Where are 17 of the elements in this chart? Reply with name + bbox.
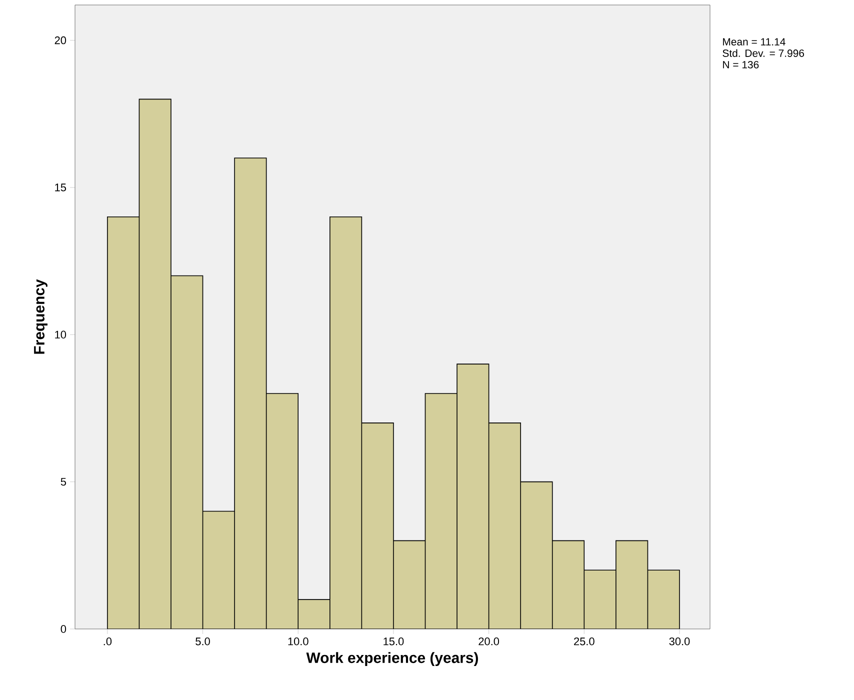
x-tick-label: 10.0	[288, 638, 308, 646]
x-axis-title: Work experience (years)	[306, 652, 478, 666]
y-tick-label: 10	[55, 330, 66, 339]
x-tick-label: 5.0	[196, 638, 210, 646]
x-tick-label: 25.0	[574, 638, 594, 646]
x-tick-label: 15.0	[384, 638, 404, 646]
text: N = 136	[723, 61, 759, 68]
text: Mean = 11.14	[723, 38, 786, 46]
y-tick-label: 20	[54, 36, 66, 44]
x-tick-label: 30.0	[669, 638, 690, 646]
y-tick-label: 15	[55, 184, 66, 192]
x-tick-label: .0	[104, 638, 112, 646]
x-tick-label: 20.0	[478, 638, 500, 646]
y-tick-label: 5	[60, 478, 66, 486]
text: Std. Dev. = 7.996	[722, 49, 804, 57]
y-axis-title: Frequency	[34, 279, 48, 354]
y-tick-label: 0	[60, 625, 66, 633]
